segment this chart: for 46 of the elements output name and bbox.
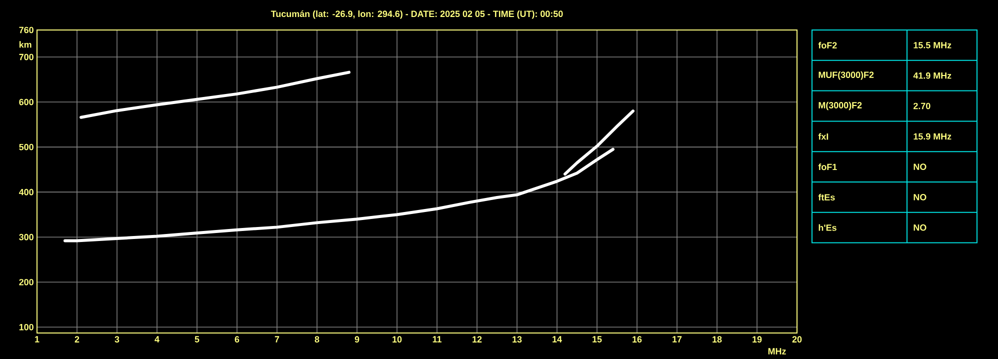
chart-title: Tucumán (lat: -26.9, lon: 294.6) - DATE: 2025 02 05 - TIME (UT): 00:50 — [270, 10, 563, 19]
y-tick-label: 500 — [19, 144, 34, 150]
category-label: M(3000)F2 — [818, 102, 862, 110]
x-tick-label: 13 — [512, 336, 522, 343]
y-tick-label: 700 — [19, 54, 34, 60]
y-tick-label: 760 — [19, 26, 34, 34]
y-tick-label: 400 — [19, 188, 34, 196]
x-tick-label: 18 — [712, 336, 722, 343]
x-tick-label: 7 — [274, 336, 280, 342]
category-label: MUF(3000)F2 — [818, 71, 874, 80]
text: NO — [914, 164, 926, 170]
text: NO — [914, 224, 926, 231]
x-tick-label: 8 — [314, 336, 320, 343]
x-tick-label: 20 — [792, 336, 802, 343]
x-tick-label: 2 — [74, 336, 80, 342]
text: 15.5 MHz — [914, 42, 952, 48]
x-tick-label: 5 — [194, 336, 200, 342]
y-tick-label: 300 — [19, 234, 34, 240]
category-label: h'Es — [818, 224, 836, 231]
text: 15.9 MHz — [914, 133, 952, 140]
y-tick-label: 100 — [19, 324, 34, 330]
text: 41.9 MHz — [913, 72, 952, 79]
x-tick-label: 1 — [35, 336, 40, 342]
category-label: fxI — [818, 133, 828, 140]
y-tick-label: 200 — [19, 278, 34, 286]
category-label: foF2 — [818, 42, 837, 48]
x-tick-label: 3 — [114, 336, 120, 343]
x-tick-label: 10 — [392, 336, 402, 343]
x-tick-label: 4 — [154, 336, 160, 342]
category-label: ftEs — [818, 194, 835, 200]
text: NO — [914, 194, 926, 200]
line-series — [80, 70, 351, 119]
y-axis-title: km — [19, 41, 32, 48]
x-tick-label: 11 — [432, 336, 442, 342]
category-label: foF1 — [818, 164, 837, 170]
x-tick-label: 19 — [752, 336, 762, 343]
x-tick-label: 15 — [592, 336, 602, 342]
x-tick-label: 17 — [672, 336, 682, 342]
text: 2.70 — [914, 102, 930, 110]
x-tick-label: 14 — [552, 336, 562, 342]
x-tick-label: 16 — [632, 336, 642, 343]
x-tick-label: 12 — [472, 336, 482, 342]
y-tick-label: 600 — [19, 98, 34, 106]
x-axis-title: MHz — [768, 348, 786, 354]
x-tick-label: 9 — [354, 336, 360, 343]
x-tick-label: 6 — [234, 336, 240, 343]
